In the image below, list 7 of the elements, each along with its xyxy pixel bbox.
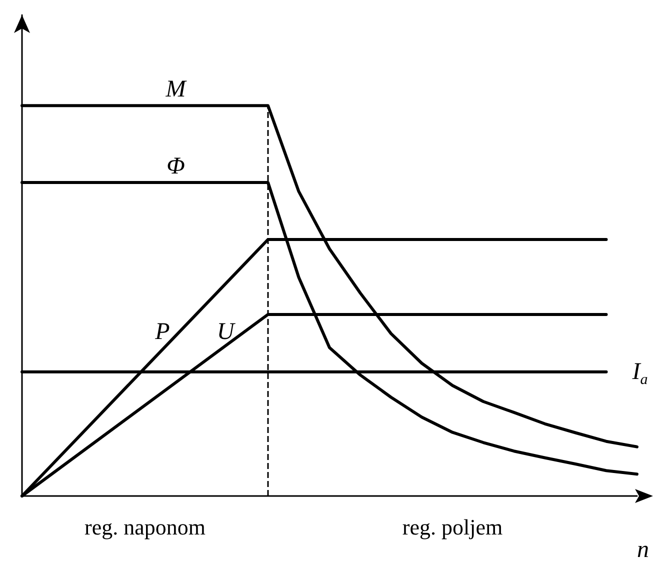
- series-label: M: [164, 76, 188, 103]
- text: reg. naponom: [84, 514, 206, 540]
- x-axis-title: n: [637, 537, 649, 562]
- series-label: Φ: [166, 153, 185, 180]
- series-label: U: [216, 318, 236, 345]
- text: reg. poljem: [402, 514, 503, 540]
- series-label: P: [154, 318, 170, 345]
